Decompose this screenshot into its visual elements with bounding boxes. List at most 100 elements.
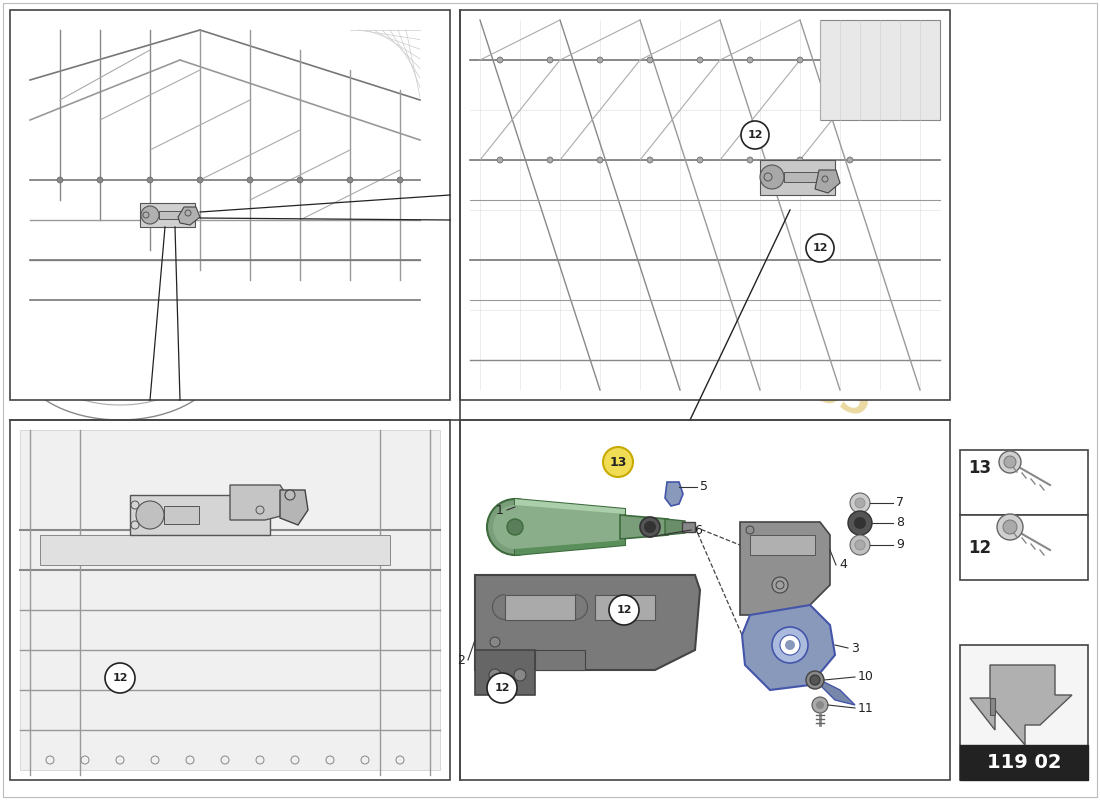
Polygon shape xyxy=(740,522,830,615)
Polygon shape xyxy=(620,515,668,539)
Polygon shape xyxy=(810,675,855,705)
Circle shape xyxy=(147,177,153,183)
Circle shape xyxy=(547,57,553,63)
Circle shape xyxy=(785,640,795,650)
Circle shape xyxy=(644,521,656,533)
Circle shape xyxy=(810,675,820,685)
Circle shape xyxy=(697,57,703,63)
Text: 12: 12 xyxy=(616,605,631,615)
Text: 12: 12 xyxy=(812,243,827,253)
Circle shape xyxy=(999,451,1021,473)
Circle shape xyxy=(1003,520,1018,534)
Circle shape xyxy=(104,663,135,693)
Bar xyxy=(164,506,199,524)
Text: 9: 9 xyxy=(896,538,904,551)
Polygon shape xyxy=(475,575,700,670)
Circle shape xyxy=(285,490,295,500)
Circle shape xyxy=(855,540,865,550)
Circle shape xyxy=(697,157,703,163)
Circle shape xyxy=(850,493,870,513)
Circle shape xyxy=(798,57,803,63)
Polygon shape xyxy=(230,485,290,520)
Polygon shape xyxy=(505,595,575,620)
Polygon shape xyxy=(682,522,695,532)
Bar xyxy=(960,645,1088,780)
Bar xyxy=(960,515,1088,580)
Circle shape xyxy=(847,157,852,163)
Polygon shape xyxy=(820,20,940,120)
Circle shape xyxy=(141,206,160,224)
Bar xyxy=(460,420,950,780)
Circle shape xyxy=(848,511,872,535)
Polygon shape xyxy=(475,650,535,695)
Bar xyxy=(40,535,390,565)
Circle shape xyxy=(850,535,870,555)
Circle shape xyxy=(597,57,603,63)
Circle shape xyxy=(772,627,808,663)
Polygon shape xyxy=(130,495,270,535)
Text: 2: 2 xyxy=(458,654,465,666)
Text: 8: 8 xyxy=(896,517,904,530)
Circle shape xyxy=(806,671,824,689)
Circle shape xyxy=(747,57,754,63)
Circle shape xyxy=(741,121,769,149)
Circle shape xyxy=(772,577,788,593)
Circle shape xyxy=(747,157,754,163)
Circle shape xyxy=(490,637,500,647)
Text: a passion for
parts since 1985: a passion for parts since 1985 xyxy=(502,194,899,426)
Circle shape xyxy=(197,177,204,183)
Circle shape xyxy=(514,669,526,681)
Circle shape xyxy=(497,157,503,163)
Circle shape xyxy=(597,157,603,163)
Circle shape xyxy=(640,517,660,537)
Bar xyxy=(784,172,820,182)
Polygon shape xyxy=(280,490,308,525)
Polygon shape xyxy=(666,482,683,506)
Text: 6: 6 xyxy=(694,523,702,537)
Circle shape xyxy=(346,177,353,183)
Text: 12: 12 xyxy=(747,130,762,140)
Text: 11: 11 xyxy=(858,702,873,714)
Polygon shape xyxy=(178,207,200,225)
Polygon shape xyxy=(815,170,840,193)
Polygon shape xyxy=(666,519,685,535)
Text: 5: 5 xyxy=(700,481,708,494)
Circle shape xyxy=(497,57,503,63)
Circle shape xyxy=(487,499,543,555)
Circle shape xyxy=(647,57,653,63)
Bar xyxy=(10,10,450,400)
Circle shape xyxy=(603,447,632,477)
Circle shape xyxy=(854,517,866,529)
Circle shape xyxy=(760,165,784,189)
Circle shape xyxy=(798,157,803,163)
Bar xyxy=(750,535,815,555)
Polygon shape xyxy=(515,540,625,555)
Text: 10: 10 xyxy=(858,670,873,683)
Circle shape xyxy=(847,57,852,63)
Circle shape xyxy=(1004,456,1016,468)
Bar xyxy=(160,211,184,219)
Circle shape xyxy=(812,697,828,713)
Circle shape xyxy=(493,505,537,549)
Circle shape xyxy=(647,157,653,163)
Circle shape xyxy=(780,635,800,655)
Circle shape xyxy=(57,177,63,183)
Text: 12: 12 xyxy=(494,683,509,693)
Circle shape xyxy=(248,177,253,183)
Circle shape xyxy=(136,501,164,529)
Circle shape xyxy=(609,595,639,625)
Circle shape xyxy=(855,498,865,508)
Circle shape xyxy=(816,701,824,709)
Polygon shape xyxy=(760,160,835,195)
Polygon shape xyxy=(535,650,585,670)
Circle shape xyxy=(487,673,517,703)
Text: 4: 4 xyxy=(839,558,847,571)
Text: 7: 7 xyxy=(896,497,904,510)
Bar xyxy=(10,420,450,780)
Circle shape xyxy=(397,177,403,183)
Text: 12: 12 xyxy=(968,539,991,557)
Circle shape xyxy=(507,519,522,535)
Polygon shape xyxy=(595,595,654,620)
Bar xyxy=(960,450,1088,515)
Circle shape xyxy=(547,157,553,163)
